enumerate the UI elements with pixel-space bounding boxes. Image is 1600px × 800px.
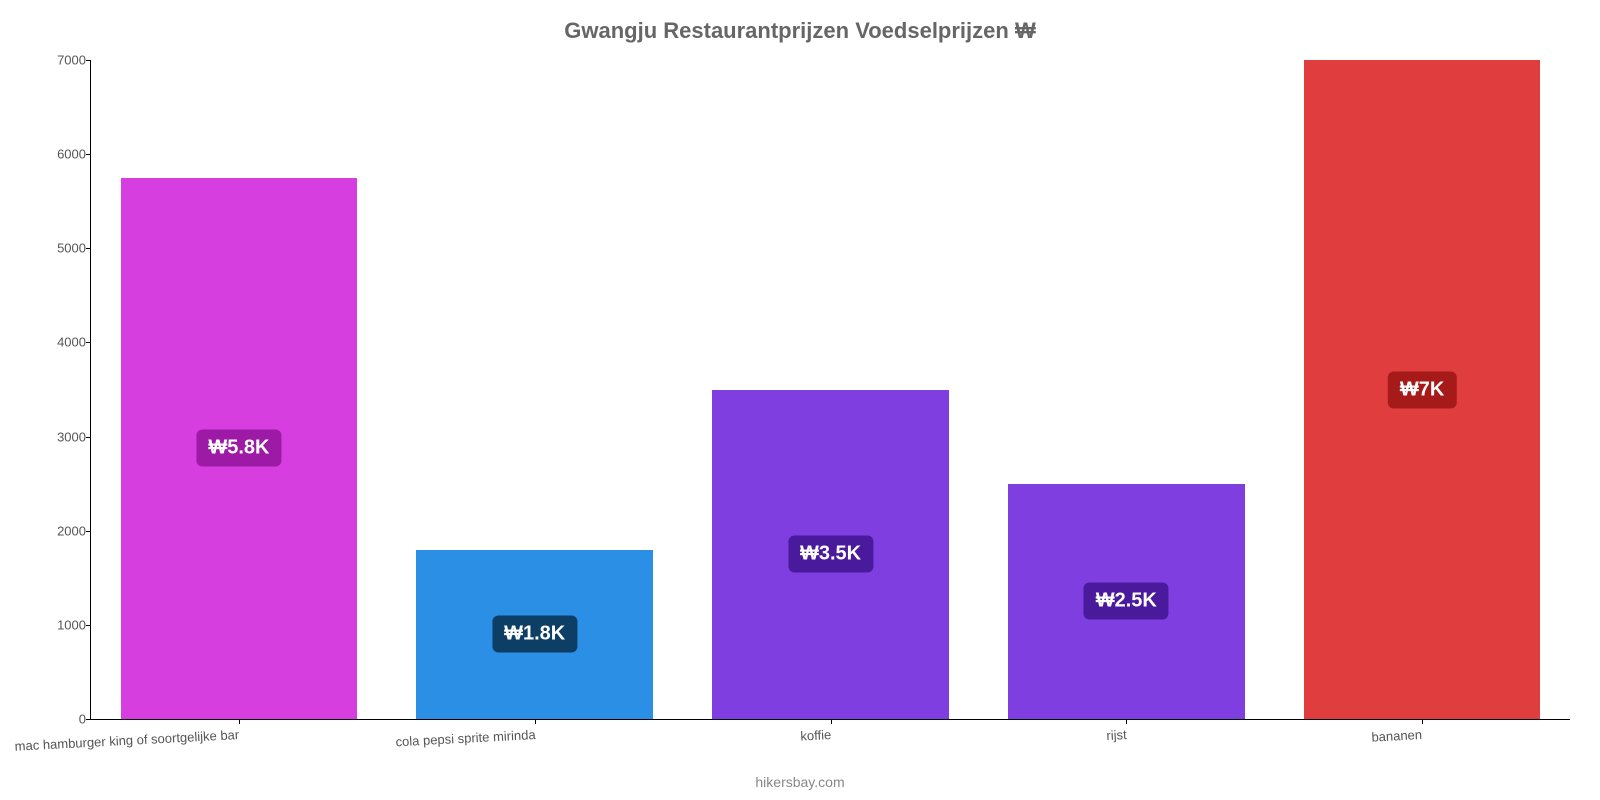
value-badge: ₩1.8K: [492, 616, 577, 653]
value-badge: ₩2.5K: [1084, 583, 1169, 620]
y-tick-label: 0: [36, 712, 86, 727]
y-tick-mark: [86, 154, 91, 155]
x-tick-label: rijst: [1106, 727, 1127, 743]
x-tick-label: mac hamburger king of soortgelijke bar: [14, 727, 239, 754]
y-tick-mark: [86, 342, 91, 343]
x-tick-mark: [239, 719, 240, 724]
x-tick-label: cola pepsi sprite mirinda: [395, 727, 536, 749]
y-tick-mark: [86, 531, 91, 532]
y-tick-mark: [86, 625, 91, 626]
value-badge: ₩5.8K: [196, 430, 281, 467]
x-tick-mark: [535, 719, 536, 724]
attribution-text: hikersbay.com: [0, 774, 1600, 790]
chart-area: 01000200030004000500060007000₩5.8Kmac ha…: [90, 60, 1570, 720]
x-tick-mark: [1422, 719, 1423, 724]
value-badge: ₩3.5K: [788, 536, 873, 573]
y-tick-mark: [86, 248, 91, 249]
chart-title: Gwangju Restaurantprijzen Voedselprijzen…: [0, 0, 1600, 44]
value-badge: ₩7K: [1388, 371, 1456, 408]
y-tick-label: 1000: [36, 617, 86, 632]
y-tick-label: 2000: [36, 523, 86, 538]
x-tick-mark: [831, 719, 832, 724]
y-tick-label: 4000: [36, 335, 86, 350]
plot-region: 01000200030004000500060007000₩5.8Kmac ha…: [90, 60, 1570, 720]
x-tick-mark: [1126, 719, 1127, 724]
y-tick-mark: [86, 719, 91, 720]
x-tick-label: koffie: [800, 727, 832, 744]
y-tick-mark: [86, 437, 91, 438]
y-tick-label: 7000: [36, 53, 86, 68]
y-tick-label: 6000: [36, 147, 86, 162]
y-tick-mark: [86, 60, 91, 61]
y-tick-label: 3000: [36, 429, 86, 444]
x-tick-label: bananen: [1372, 727, 1423, 745]
y-tick-label: 5000: [36, 241, 86, 256]
